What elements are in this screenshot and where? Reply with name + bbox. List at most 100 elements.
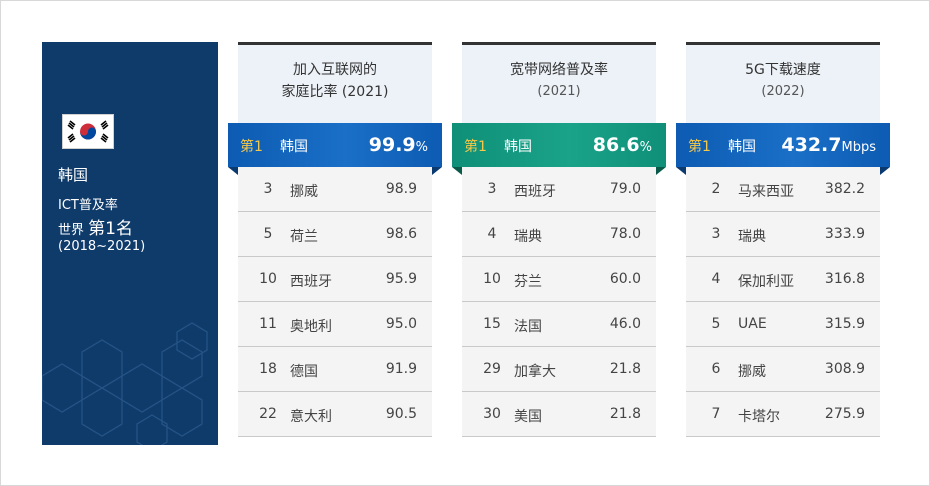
row-value: 98.6 [385, 226, 417, 242]
top-rank-bar [452, 123, 666, 167]
ranking-row: 3 挪威 98.9 [238, 167, 432, 212]
row-value: 98.9 [385, 181, 417, 197]
top-value-unit: % [415, 140, 428, 155]
ranking-row: 10 芬兰 60.0 [462, 257, 656, 302]
row-rank: 3 [487, 181, 497, 197]
banner-fold-right [880, 167, 890, 175]
ranking-row: 5 荷兰 98.6 [238, 212, 432, 257]
row-country: 荷兰 [290, 229, 318, 245]
panel-title-line2: (2022) [761, 84, 805, 99]
row-rank: 30 [483, 406, 501, 422]
row-rank: 5 [263, 226, 273, 242]
ranking-list: 3 挪威 98.9 5 荷兰 98.6 10 西班牙 95.9 11 奥地利 95.0 18 德国… [238, 167, 432, 437]
top-rank-country: 韩国 [504, 139, 532, 155]
top-rank-country: 韩国 [728, 139, 756, 155]
ranking-row: 4 保加利亚 316.8 [686, 257, 880, 302]
ranking-row: 15 法国 46.0 [462, 302, 656, 347]
panel-broadband: 宽带网络普及率 (2021) 第1 韩国 86.6% 3 西班牙 79.0 4 瑞典 7… [452, 42, 666, 437]
row-value: 333.9 [824, 226, 865, 242]
sidebar-period: (2018~2021) [58, 239, 146, 254]
top-value-number: 86.6 [592, 134, 640, 156]
row-value: 21.8 [609, 361, 641, 377]
ranking-list: 2 马来西亚 382.2 3 瑞典 333.9 4 保加利亚 316.8 5 UAE 315.9… [686, 167, 880, 437]
row-country: 西班牙 [290, 274, 332, 290]
row-country: 马来西亚 [738, 184, 794, 200]
row-country: 德国 [290, 364, 318, 380]
row-rank: 2 [711, 181, 721, 197]
panel-title-line2: 家庭比率 (2021) [281, 84, 389, 100]
panel-title: 加入互联网的 [293, 62, 377, 78]
top-rank-banner: 第1 韩国 99.9% [228, 123, 442, 175]
row-value: 46.0 [609, 316, 641, 332]
panel-header: 宽带网络普及率 (2021) [462, 42, 656, 123]
sidebar-subtitle: ICT普及率 [58, 198, 118, 213]
banner-fold-left [676, 167, 686, 175]
ranking-row: 2 马来西亚 382.2 [686, 167, 880, 212]
row-country: 意大利 [290, 409, 332, 425]
top-value-number: 99.9 [368, 134, 416, 156]
sidebar-rank-big: 第1名 [88, 219, 133, 239]
row-value: 79.0 [609, 181, 641, 197]
top-rank-value: 432.7Mbps [781, 134, 876, 156]
banner-fold-right [656, 167, 666, 175]
top-rank-country: 韩国 [280, 139, 308, 155]
row-rank: 3 [263, 181, 273, 197]
row-rank: 4 [487, 226, 497, 242]
row-country: 挪威 [290, 184, 318, 200]
banner-fold-right [432, 167, 442, 175]
hexagon-pattern [42, 322, 208, 445]
panel-household-internet: 加入互联网的 家庭比率 (2021) 第1 韩国 99.9% 3 挪威 98.9 5… [228, 42, 442, 437]
row-value: 382.2 [824, 181, 865, 197]
ranking-row: 6 挪威 308.9 [686, 347, 880, 392]
top-rank-bar [228, 123, 442, 167]
korea-flag-icon [62, 114, 114, 149]
row-country: 法国 [514, 319, 542, 335]
sidebar-world-rank: 世界 第1名 [58, 214, 133, 239]
row-value: 275.9 [824, 406, 865, 422]
ranking-row: 10 西班牙 95.9 [238, 257, 432, 302]
ranking-row: 11 奥地利 95.0 [238, 302, 432, 347]
top-rank-label: 第1 [464, 139, 487, 155]
ranking-row: 3 瑞典 333.9 [686, 212, 880, 257]
banner-fold-left [452, 167, 462, 175]
top-rank-value: 99.9% [369, 134, 428, 156]
row-rank: 5 [711, 316, 721, 332]
banner-fold-left [228, 167, 238, 175]
row-value: 95.9 [385, 271, 417, 287]
top-rank-bar [676, 123, 890, 167]
row-country: UAE [738, 316, 767, 332]
ranking-row: 7 卡塔尔 275.9 [686, 392, 880, 437]
row-rank: 11 [259, 316, 277, 332]
ranking-row: 3 西班牙 79.0 [462, 167, 656, 212]
row-country: 美国 [514, 409, 542, 425]
panel-title: 5G下载速度 [745, 62, 821, 78]
row-value: 78.0 [609, 226, 641, 242]
row-value: 21.8 [609, 406, 641, 422]
row-value: 90.5 [385, 406, 417, 422]
row-value: 91.9 [385, 361, 417, 377]
top-rank-banner: 第1 韩国 432.7Mbps [676, 123, 890, 175]
row-country: 加拿大 [514, 364, 556, 380]
row-rank: 10 [483, 271, 501, 287]
row-rank: 29 [483, 361, 501, 377]
row-country: 保加利亚 [738, 274, 794, 290]
row-country: 瑞典 [738, 229, 766, 245]
panel-header: 加入互联网的 家庭比率 (2021) [238, 42, 432, 123]
row-country: 西班牙 [514, 184, 556, 200]
row-country: 芬兰 [514, 274, 542, 290]
row-rank: 3 [711, 226, 721, 242]
row-rank: 22 [259, 406, 277, 422]
sidebar-panel: 韩国 ICT普及率 世界 第1名 (2018~2021) [42, 42, 218, 445]
top-rank-label: 第1 [688, 139, 711, 155]
row-value: 308.9 [824, 361, 865, 377]
row-rank: 4 [711, 271, 721, 287]
top-value-unit: % [639, 140, 652, 155]
top-rank-value: 86.6% [593, 134, 652, 156]
top-value-number: 432.7 [781, 134, 842, 156]
sidebar-world-label: 世界 [58, 223, 85, 238]
row-country: 卡塔尔 [738, 409, 780, 425]
sidebar-country: 韩国 [58, 166, 89, 184]
ranking-list: 3 西班牙 79.0 4 瑞典 78.0 10 芬兰 60.0 15 法国 46.0 29 加拿大… [462, 167, 656, 437]
top-rank-banner: 第1 韩国 86.6% [452, 123, 666, 175]
